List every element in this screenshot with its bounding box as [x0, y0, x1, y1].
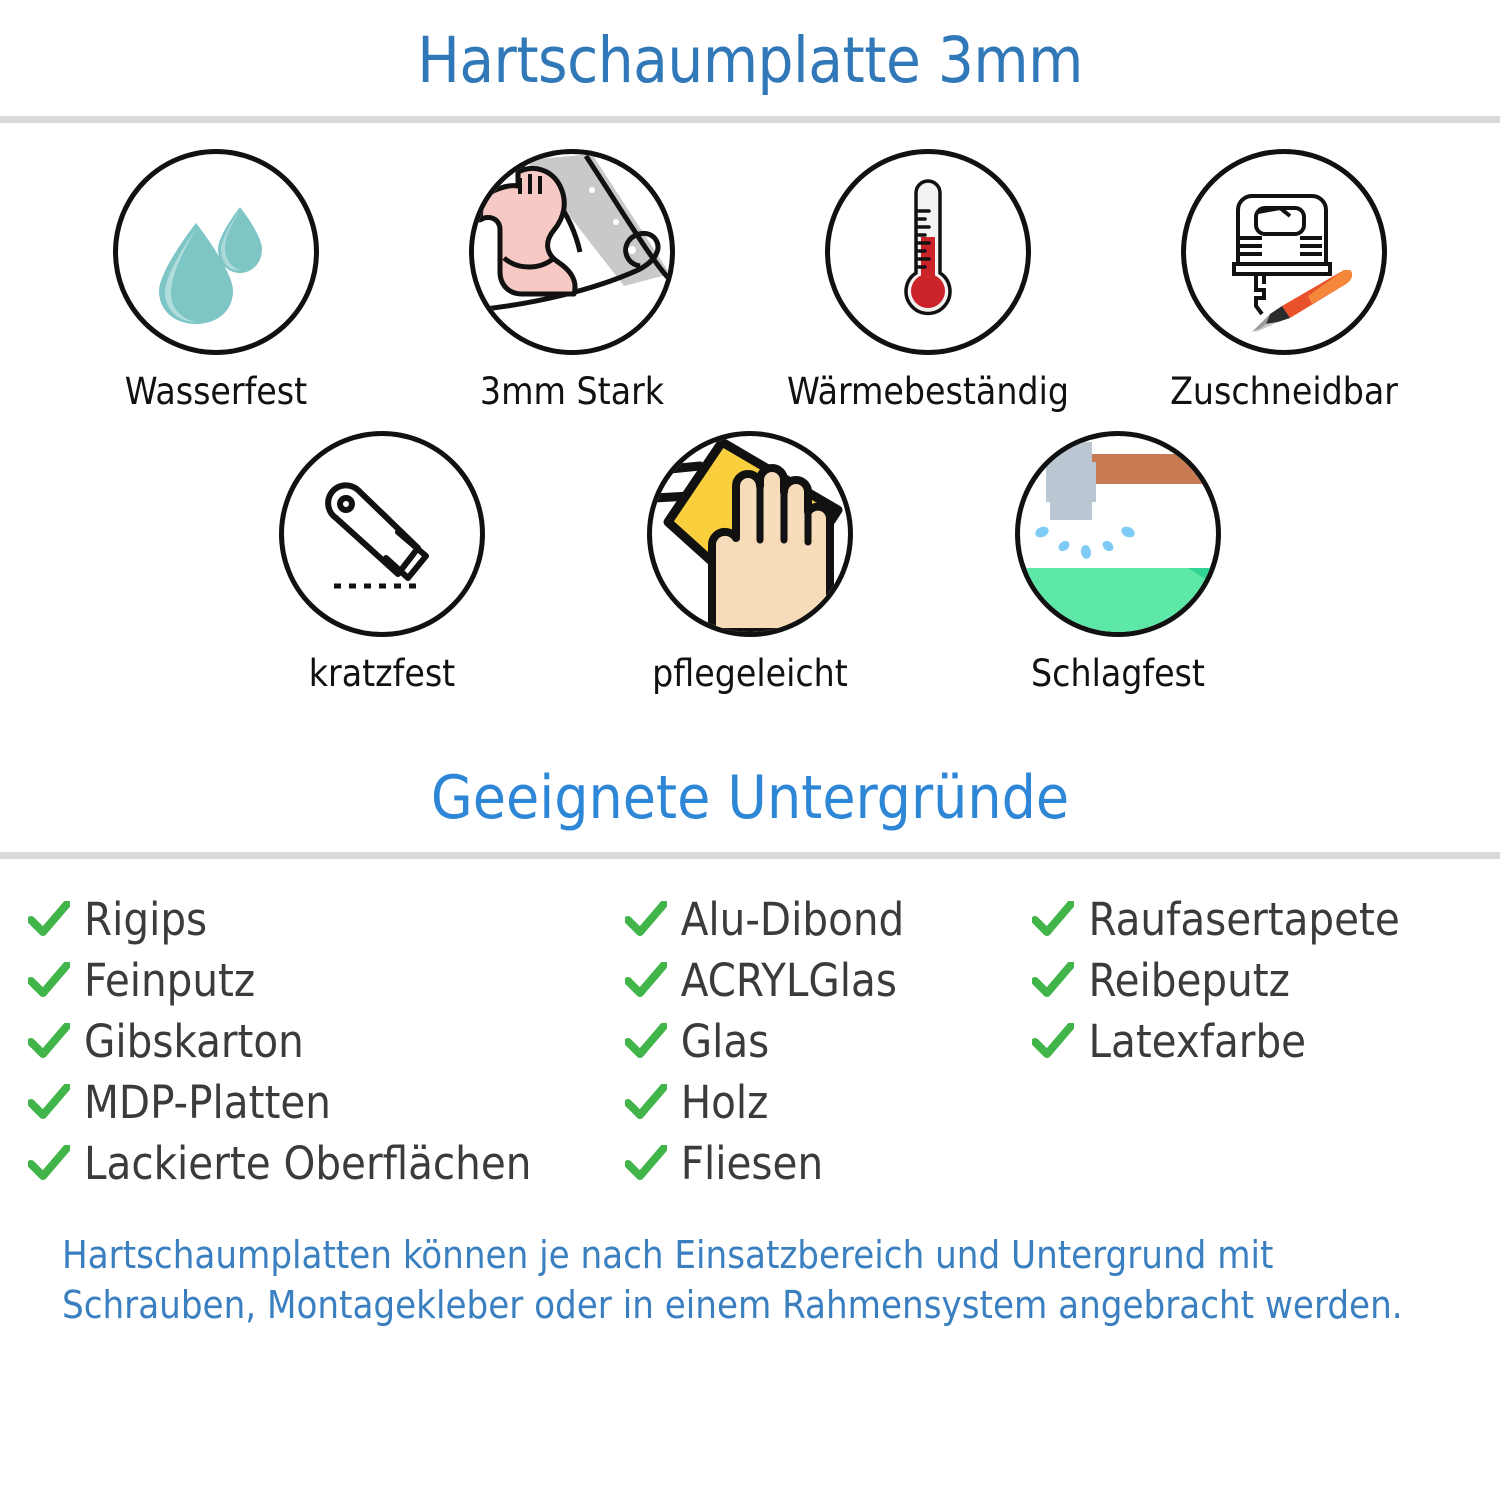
hammer-impact-icon	[1020, 441, 1216, 632]
feature-label: Wasserfest	[124, 370, 308, 414]
feature-icon-circle	[279, 430, 485, 637]
jigsaw-cutter-icon	[1232, 194, 1353, 333]
list-item: Lackierte Oberflächen	[28, 1133, 625, 1194]
feature-row-2: kratzfest	[0, 430, 1500, 695]
check-icon	[624, 1023, 667, 1059]
feature-label: 3mm Stark	[479, 370, 665, 414]
check-icon	[624, 962, 667, 998]
check-icon	[1032, 962, 1075, 998]
hand-cloth-icon	[652, 437, 843, 632]
check-icon	[28, 1023, 70, 1059]
list-item: Latexfarbe	[1032, 1011, 1480, 1072]
feature-wasserfest: Wasserfest	[71, 149, 361, 413]
list-item: ACRYLGlas	[624, 950, 1033, 1011]
check-icon	[624, 1145, 667, 1181]
list-item: Alu-Dibond	[624, 889, 1033, 950]
feature-label: Zuschneidbar	[1170, 370, 1398, 414]
feature-icon-circle	[825, 149, 1031, 356]
check-icon	[1032, 1023, 1075, 1059]
check-icon	[624, 901, 667, 937]
substrate-list: Rigips Feinputz Gibskarton MDP-Platten L…	[0, 859, 1500, 1194]
feature-row-1: Wasserfest	[0, 149, 1500, 413]
feature-label: pflegeleicht	[652, 651, 848, 695]
feature-grid: Wasserfest	[0, 123, 1500, 694]
feature-label: Schlagfest	[1031, 651, 1205, 695]
feature-icon-circle	[1181, 149, 1387, 356]
list-item: Raufasertapete	[1032, 889, 1480, 950]
list-item: Glas	[624, 1011, 1033, 1072]
list-item-label: MDP-Platten	[84, 1075, 331, 1129]
divider-top	[0, 116, 1500, 124]
list-item: MDP-Platten	[28, 1072, 625, 1133]
list-item-label: Holz	[680, 1075, 769, 1129]
substrate-column-1: Rigips Feinputz Gibskarton MDP-Platten L…	[28, 889, 625, 1194]
list-item-label: ACRYLGlas	[680, 953, 897, 1007]
check-icon	[624, 1084, 667, 1120]
footer-line-2: Schrauben, Montagekleber oder in einem R…	[62, 1282, 1403, 1327]
list-item: Rigips	[28, 889, 625, 950]
list-item-label: Lackierte Oberflächen	[84, 1136, 532, 1190]
thermometer-icon	[904, 179, 952, 316]
feature-icon-circle	[113, 149, 319, 356]
check-icon	[1032, 901, 1075, 937]
feature-3mm-stark: 3mm Stark	[427, 149, 717, 413]
list-item: Gibskarton	[28, 1011, 625, 1072]
check-icon	[28, 1084, 70, 1120]
footer-note: Hartschaumplatten können je nach Einsatz…	[0, 1194, 1500, 1330]
feature-pflegeleicht: pflegeleicht	[605, 430, 895, 695]
water-drops-icon	[159, 207, 262, 325]
list-item: Feinputz	[28, 950, 625, 1011]
list-item-label: Latexfarbe	[1088, 1014, 1307, 1068]
list-item: Fliesen	[624, 1133, 1033, 1194]
divider-bottom	[0, 851, 1500, 859]
feature-schlagfest: Schlagfest	[973, 430, 1263, 695]
list-item: Reibeputz	[1032, 950, 1480, 1011]
list-item-label: Fliesen	[680, 1136, 824, 1190]
list-item-label: Reibeputz	[1088, 953, 1290, 1007]
list-item-label: Gibskarton	[84, 1014, 304, 1068]
feature-label: kratzfest	[308, 651, 456, 695]
footer-line-1: Hartschaumplatten können je nach Einsatz…	[62, 1232, 1274, 1277]
section-title: Geeignete Untergründe	[430, 762, 1070, 833]
feature-icon-circle	[469, 149, 675, 356]
check-icon	[28, 1145, 70, 1181]
page-title: Hartschaumplatte 3mm	[417, 24, 1083, 97]
substrate-column-3: Raufasertapete Reibeputz Latexfarbe	[1032, 889, 1480, 1194]
flexed-arm-icon	[474, 154, 670, 351]
feature-zuschneidbar: Zuschneidbar	[1139, 149, 1429, 413]
feature-waermebestaendig: Wärmebeständig	[783, 149, 1073, 413]
subtitle-band: Geeignete Untergründe	[0, 762, 1500, 833]
title-band: Hartschaumplatte 3mm	[0, 0, 1500, 94]
check-icon	[28, 962, 70, 998]
scraper-blade-icon	[325, 482, 429, 589]
feature-label: Wärmebeständig	[787, 370, 1069, 414]
list-item-label: Alu-Dibond	[680, 892, 905, 946]
check-icon	[28, 901, 70, 937]
feature-icon-circle	[1015, 430, 1221, 637]
list-item: Holz	[624, 1072, 1033, 1133]
list-item-label: Raufasertapete	[1088, 892, 1400, 946]
feature-kratzfest: kratzfest	[237, 430, 527, 695]
feature-icon-circle	[647, 430, 853, 637]
list-item-label: Glas	[680, 1014, 770, 1068]
substrate-column-2: Alu-Dibond ACRYLGlas Glas Holz Fliesen	[624, 889, 1033, 1194]
list-item-label: Feinputz	[84, 953, 256, 1007]
list-item-label: Rigips	[84, 892, 208, 946]
